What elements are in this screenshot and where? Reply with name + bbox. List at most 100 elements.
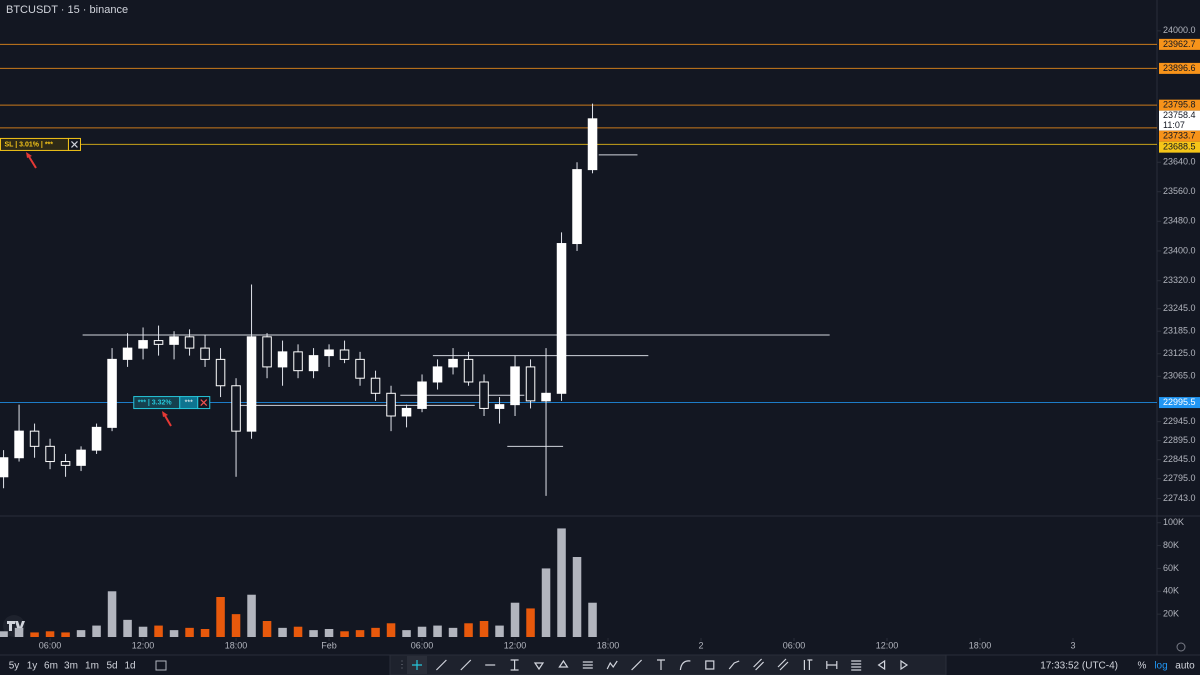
tool-icon[interactable] [460,659,472,671]
x-tick-label: 3 [1070,640,1075,650]
level-label [1159,130,1200,142]
chart-title: BTCUSDT · 15 · binance [6,4,128,16]
candle-body [277,351,288,368]
y-tick-label: 23320.0 [1163,275,1196,285]
tool-icon[interactable] [657,659,665,670]
x-tick-label: 18:00 [969,640,992,650]
y-tick-label: 24000.0 [1163,25,1196,35]
candle-body [556,243,567,394]
candle-body [184,336,195,349]
range-button[interactable]: 1m [85,661,99,672]
volume-bar [14,627,24,637]
position-label: SL | 3.01% | *** [4,141,53,148]
volume-tick-label: 20K [1163,609,1179,619]
volume-bar [495,625,504,637]
candle-body [169,336,179,345]
volume-bar [371,627,380,637]
range-button[interactable]: 5y [9,661,20,672]
tool-icon[interactable] [412,660,422,670]
candle-body [153,340,164,345]
scale-button[interactable]: auto [1175,661,1195,672]
candle-body [432,366,443,383]
x-tick-label: 12:00 [876,640,899,650]
level-label [1159,141,1200,153]
tool-icon[interactable] [435,659,447,671]
range-button[interactable]: 6m [44,661,58,672]
volume-bar [324,629,334,637]
volume-bar [216,597,225,637]
level-label-text: 22995.5 [1163,397,1196,407]
volume-bar [309,630,318,637]
position-button-label: *** [185,399,193,406]
range-button[interactable]: 1d [124,661,135,672]
tool-icon[interactable] [631,659,643,671]
volume-bar [402,630,411,637]
volume-bar [479,621,489,637]
volume-bar [0,631,8,637]
y-tick-label: 22795.0 [1163,473,1196,483]
volume-bar [355,630,365,637]
tool-icon[interactable] [606,660,618,670]
candle-body [525,366,536,402]
tool-icon[interactable] [510,659,519,671]
tool-icon[interactable] [877,659,886,671]
volume-tick-label: 60K [1163,563,1179,573]
x-tick-label: Feb [321,640,337,650]
range-button[interactable]: 5d [106,661,117,672]
candle-body [494,404,505,409]
tool-icon[interactable] [803,659,813,670]
compare-icon[interactable] [155,660,167,671]
tool-icon[interactable] [533,662,545,671]
volume-bar [138,626,148,637]
volume-tick-label: 40K [1163,586,1179,596]
scale-button[interactable]: % [1138,661,1147,672]
tool-icon[interactable] [900,659,909,671]
volume-bar [293,626,303,637]
volume-bar [433,625,442,637]
scale-button[interactable]: log [1154,661,1167,672]
candle-body [401,407,412,417]
arrow [27,154,37,169]
tool-icon[interactable] [582,661,593,669]
level-label-text: 23896.6 [1163,63,1196,73]
volume-bar [247,594,256,637]
y-tick-label: 23125.0 [1163,348,1196,358]
tool-icon[interactable] [705,660,715,670]
close-icon [200,399,208,406]
volume-bar [76,630,86,637]
close-icon [71,141,78,148]
x-tick-label: 12:00 [504,640,527,650]
y-tick-label: 23400.0 [1163,245,1196,255]
volume-bar [464,623,473,637]
tool-icon[interactable] [753,658,765,671]
volume-bar [30,632,39,637]
volume-tick-label: 80K [1163,540,1179,550]
x-tick-label: 06:00 [411,640,434,650]
tool-icon[interactable] [777,658,789,671]
level-label-text: 23688.5 [1163,142,1196,152]
range-button[interactable]: 3m [64,661,78,672]
candle-body [215,358,226,387]
y-tick-label: 23185.0 [1163,326,1196,336]
settings-gear [1176,642,1186,652]
candle-body [122,347,133,360]
candle-body [0,457,9,478]
volume-bar [448,627,458,637]
tool-icon[interactable] [728,660,740,670]
tool-icon[interactable] [679,660,691,671]
toolbar-icons: ⋮⋮ [397,656,909,674]
volume-bar [572,557,582,637]
candle-body [14,430,24,459]
level-label [1159,62,1200,74]
y-tick-label: 22845.0 [1163,454,1196,464]
candle-body [587,118,598,171]
range-button[interactable]: 1y [27,661,38,672]
volume-bar [417,626,427,637]
countdown: 11:07 [1163,120,1185,130]
tool-icon[interactable] [851,660,862,671]
tool-icon[interactable] [558,659,569,668]
tool-icon[interactable] [826,661,838,669]
candle-body [60,461,71,466]
volume-bar [92,625,101,637]
